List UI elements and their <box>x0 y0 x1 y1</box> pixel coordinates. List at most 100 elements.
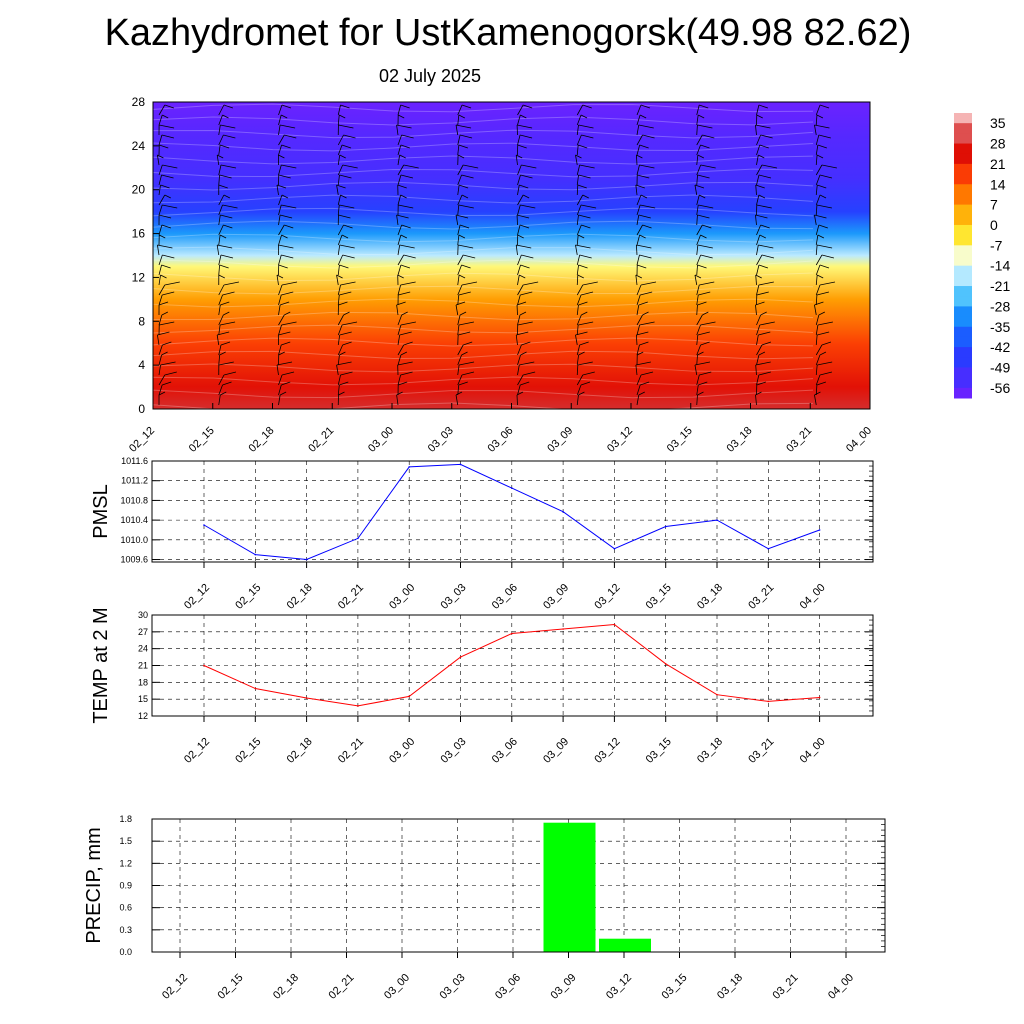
wind-barb-staff <box>696 294 699 306</box>
wind-barb-flag <box>159 144 169 149</box>
wind-barb-flag <box>398 291 411 296</box>
wind-barb-flag <box>159 124 175 129</box>
wind-barb-flag <box>400 281 416 286</box>
colorbar-label: -21 <box>990 278 1010 294</box>
wind-barb-flag <box>698 381 708 386</box>
wind-barb-staff <box>218 104 225 116</box>
wind-barb-flag <box>516 214 530 219</box>
wind-barb-staff <box>696 304 698 316</box>
y-tick-label: 1.5 <box>119 836 132 846</box>
wind-barb-staff <box>636 284 642 296</box>
wind-barb-flag <box>521 341 531 346</box>
wind-barb-flag <box>519 224 530 229</box>
wind-barb-staff <box>337 114 340 126</box>
wind-barb-flag <box>580 381 591 386</box>
wind-barb-flag <box>761 164 778 169</box>
y-tick-label: 12 <box>138 711 148 721</box>
wind-barb-staff <box>815 234 819 246</box>
x-tick-label: 04_00 <box>798 736 828 766</box>
wind-barb-staff <box>815 264 821 276</box>
colorbar-segment <box>954 326 972 338</box>
data-point <box>254 553 257 556</box>
x-tick-label: 02_21 <box>306 425 336 455</box>
wind-barb-flag <box>816 204 832 209</box>
wind-barb-flag <box>461 104 472 109</box>
wind-barb-staff <box>396 124 399 136</box>
wind-barb-flag <box>516 244 532 249</box>
wind-barb-staff <box>457 324 460 336</box>
wind-barb-flag <box>161 311 169 316</box>
wind-barb-flag <box>581 311 588 316</box>
data-point <box>511 632 513 635</box>
wind-barb-flag <box>220 214 233 219</box>
wind-barb-flag <box>638 124 654 129</box>
wind-barb-staff <box>576 144 579 156</box>
wind-barb-flag <box>461 264 471 269</box>
wind-barb-flag <box>222 291 235 296</box>
wind-barb-staff <box>397 324 402 336</box>
data-point <box>613 547 616 550</box>
wind-barb-staff <box>278 314 285 326</box>
data-point <box>613 623 616 626</box>
wind-barb-staff <box>756 374 760 386</box>
wind-barb-staff <box>636 124 640 136</box>
wind-barb-staff <box>635 244 638 256</box>
wind-barb-flag <box>458 361 475 366</box>
wind-barb-staff <box>517 374 524 386</box>
wind-barb-staff <box>278 394 281 406</box>
wind-barb-flag <box>220 164 237 169</box>
wind-barb-staff <box>337 354 340 366</box>
wind-barb-flag <box>159 234 166 239</box>
wind-barb-staff <box>815 204 818 216</box>
wind-barb-flag <box>520 114 527 119</box>
wind-barb-staff <box>636 144 641 156</box>
wind-barb-flag <box>341 144 352 149</box>
wind-barb-flag <box>516 331 529 336</box>
wind-barb-flag <box>578 321 594 326</box>
wind-barb-flag <box>819 104 830 109</box>
wind-barb-flag <box>640 371 654 376</box>
wind-barb-flag <box>761 341 772 346</box>
wind-barb-flag <box>398 204 414 209</box>
wind-barb-staff <box>756 344 763 356</box>
wind-barb-flag <box>640 194 648 199</box>
wind-barb-flag <box>343 311 350 316</box>
y-tick-label: 0.0 <box>119 947 132 957</box>
temperature-contour <box>152 324 814 334</box>
wind-barb-flag <box>339 264 349 269</box>
wind-barb-staff <box>278 114 282 126</box>
wind-barb-flag <box>520 204 536 209</box>
temperature-contour <box>152 233 814 243</box>
wind-barb-staff <box>158 264 162 276</box>
colorbar-segment <box>954 336 972 348</box>
wind-barb-flag <box>642 134 655 139</box>
colorbar-segment <box>954 347 972 358</box>
wind-barb-staff <box>636 304 640 316</box>
wind-barb-flag <box>755 124 771 129</box>
wind-barb-flag <box>816 381 827 386</box>
colorbar-segment <box>954 306 972 318</box>
x-tick-label: 03_21 <box>746 582 776 612</box>
wind-barb-staff <box>576 204 582 216</box>
wind-barb-staff <box>337 254 344 266</box>
wind-barb-staff <box>576 114 582 126</box>
wind-barb-flag <box>341 321 358 326</box>
wind-barb-flag <box>582 371 595 376</box>
wind-barb-flag <box>523 281 539 286</box>
wind-barb-staff <box>756 264 760 276</box>
wind-barb-staff <box>457 254 464 266</box>
wind-barb-flag <box>817 321 833 326</box>
wind-barb-staff <box>158 194 166 206</box>
temperature-contour <box>152 363 814 373</box>
wind-barb-staff <box>397 224 403 236</box>
wind-barb-flag <box>281 341 291 346</box>
wind-barb-staff <box>576 274 579 286</box>
wind-barb-staff <box>278 134 285 146</box>
y-tick-label: 15 <box>138 694 148 704</box>
wind-barb-flag <box>756 204 772 209</box>
wind-barb-staff <box>636 324 640 336</box>
wind-barb-staff <box>696 204 699 216</box>
colorbar-segment <box>954 143 972 155</box>
wind-barb-flag <box>164 194 171 199</box>
wind-barb-flag <box>580 114 588 119</box>
